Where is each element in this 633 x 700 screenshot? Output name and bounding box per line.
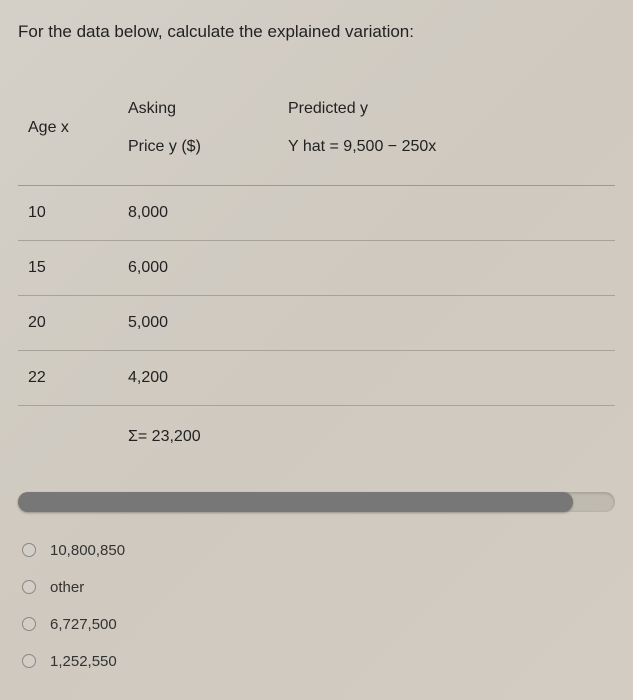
radio-icon[interactable] [22, 654, 36, 668]
cell-price: 5,000 [118, 295, 278, 350]
radio-icon[interactable] [22, 543, 36, 557]
option-label: other [50, 579, 84, 596]
table-row: 20 5,000 [18, 295, 615, 350]
header-predicted-line2: Y hat = 9,500 − 250x [288, 128, 605, 166]
option-item[interactable]: 1,252,550 [18, 643, 615, 680]
table-row: 15 6,000 [18, 240, 615, 295]
option-item[interactable]: other [18, 569, 615, 606]
option-label: 10,800,850 [50, 542, 125, 559]
answer-options: 10,800,850 other 6,727,500 1,252,550 [18, 532, 615, 680]
option-item[interactable]: 6,727,500 [18, 606, 615, 643]
cell-price: 8,000 [118, 185, 278, 240]
radio-icon[interactable] [22, 617, 36, 631]
cell-blank [18, 405, 118, 474]
radio-icon[interactable] [22, 580, 36, 594]
header-predicted: Predicted y Y hat = 9,500 − 250x [278, 72, 615, 185]
cell-blank [278, 185, 615, 240]
header-asking: Asking Price y ($) [118, 72, 278, 185]
cell-price: 6,000 [118, 240, 278, 295]
option-item[interactable]: 10,800,850 [18, 532, 615, 569]
header-asking-line1: Asking [128, 90, 268, 128]
table-header-row: Age x Asking Price y ($) Predicted y Y h… [18, 72, 615, 185]
cell-age: 20 [18, 295, 118, 350]
cell-sum: Σ= 23,200 [118, 405, 278, 474]
question-prompt: For the data below, calculate the explai… [18, 22, 615, 42]
table-row: 10 8,000 [18, 185, 615, 240]
data-table: Age x Asking Price y ($) Predicted y Y h… [18, 72, 615, 474]
cell-age: 22 [18, 350, 118, 405]
option-label: 6,727,500 [50, 616, 117, 633]
table-sum-row: Σ= 23,200 [18, 405, 615, 474]
table-row: 22 4,200 [18, 350, 615, 405]
cell-age: 10 [18, 185, 118, 240]
cell-blank [278, 240, 615, 295]
header-age: Age x [18, 72, 118, 185]
cell-blank [278, 295, 615, 350]
cell-blank [278, 350, 615, 405]
cell-price: 4,200 [118, 350, 278, 405]
option-label: 1,252,550 [50, 653, 117, 670]
cell-age: 15 [18, 240, 118, 295]
header-predicted-line1: Predicted y [288, 90, 605, 128]
header-asking-line2: Price y ($) [128, 128, 268, 166]
scrollbar-thumb[interactable] [18, 492, 573, 512]
cell-blank [278, 405, 615, 474]
horizontal-scrollbar[interactable] [18, 492, 615, 512]
